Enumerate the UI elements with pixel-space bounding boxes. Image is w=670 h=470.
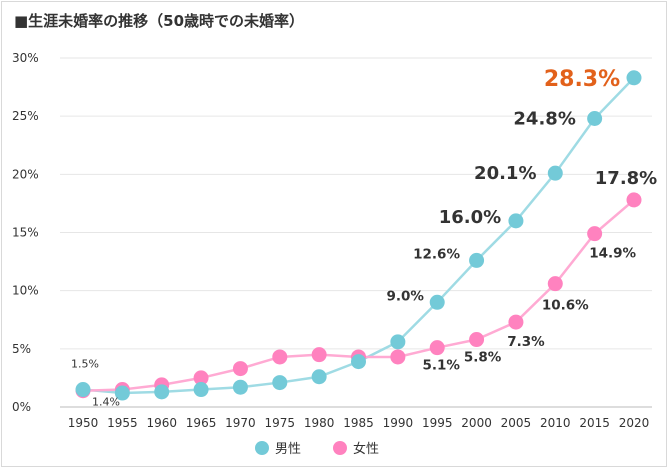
legend-label-female: 女性 (353, 441, 379, 457)
data-label-female: 14.9% (589, 246, 636, 262)
data-label-male: 12.6% (413, 246, 460, 262)
data-point-female (232, 361, 248, 377)
data-point-female (547, 276, 563, 292)
x-tick-label: 2005 (501, 416, 532, 430)
data-point-male (508, 213, 524, 229)
x-tick-label: 2020 (619, 416, 650, 430)
data-point-female (508, 314, 524, 330)
data-label-male: 9.0% (386, 288, 424, 304)
legend-marker-female (333, 441, 347, 455)
data-label-female: 1.4% (92, 396, 120, 409)
data-point-male (626, 70, 642, 86)
data-point-male (272, 375, 288, 391)
data-point-female (390, 349, 406, 365)
x-tick-label: 2015 (579, 416, 610, 430)
data-point-male (351, 354, 366, 370)
data-point-male (547, 165, 563, 181)
data-point-female (272, 349, 288, 365)
x-tick-label: 1990 (383, 416, 414, 430)
y-tick-label: 10% (12, 284, 39, 298)
data-label-male: 20.1% (474, 163, 536, 184)
x-tick-label: 1970 (225, 416, 256, 430)
y-tick-label: 15% (12, 226, 39, 240)
y-tick-label: 20% (12, 167, 39, 181)
data-point-male (311, 369, 327, 385)
data-point-male (429, 294, 445, 310)
data-point-male (75, 382, 91, 398)
data-label-male: 28.3% (544, 67, 620, 92)
data-point-male (232, 379, 248, 395)
chart-title: ■生涯未婚率の推移（50歳時での未婚率） (14, 12, 305, 30)
x-tick-label: 1995 (422, 416, 453, 430)
data-label-male: 1.5% (71, 358, 99, 371)
x-tick-label: 1965 (186, 416, 217, 430)
data-point-male (154, 384, 170, 400)
data-label-male: 16.0% (439, 207, 501, 228)
data-label-female: 5.1% (422, 358, 460, 374)
x-tick-label: 1960 (146, 416, 177, 430)
data-label-female: 5.8% (464, 350, 502, 366)
data-point-male (587, 110, 603, 126)
data-point-female (626, 192, 642, 208)
y-tick-label: 25% (12, 109, 39, 123)
data-point-male (390, 334, 406, 350)
x-tick-label: 1955 (107, 416, 138, 430)
x-tick-label: 1950 (68, 416, 99, 430)
data-point-female (193, 370, 209, 386)
y-tick-label: 30% (12, 51, 39, 65)
legend-label-male: 男性 (275, 442, 301, 457)
legend-marker-male (255, 441, 269, 455)
x-tick-label: 1975 (265, 416, 296, 430)
y-tick-label: 0% (12, 400, 31, 414)
data-point-female (311, 347, 327, 363)
data-label-female: 17.8% (595, 168, 657, 189)
y-tick-label: 5% (12, 342, 31, 356)
data-label-female: 10.6% (542, 298, 589, 314)
x-tick-label: 1985 (343, 416, 374, 430)
x-tick-label: 2000 (461, 416, 492, 430)
data-point-female (429, 340, 445, 356)
data-point-male (114, 385, 130, 401)
data-point-female (587, 226, 603, 242)
data-label-male: 24.8% (513, 108, 575, 129)
x-tick-label: 2010 (540, 416, 571, 430)
x-tick-label: 1980 (304, 416, 335, 430)
data-label-female: 7.3% (507, 334, 545, 350)
data-point-male (469, 252, 485, 268)
data-point-female (469, 332, 485, 348)
data-point-male (193, 382, 209, 398)
